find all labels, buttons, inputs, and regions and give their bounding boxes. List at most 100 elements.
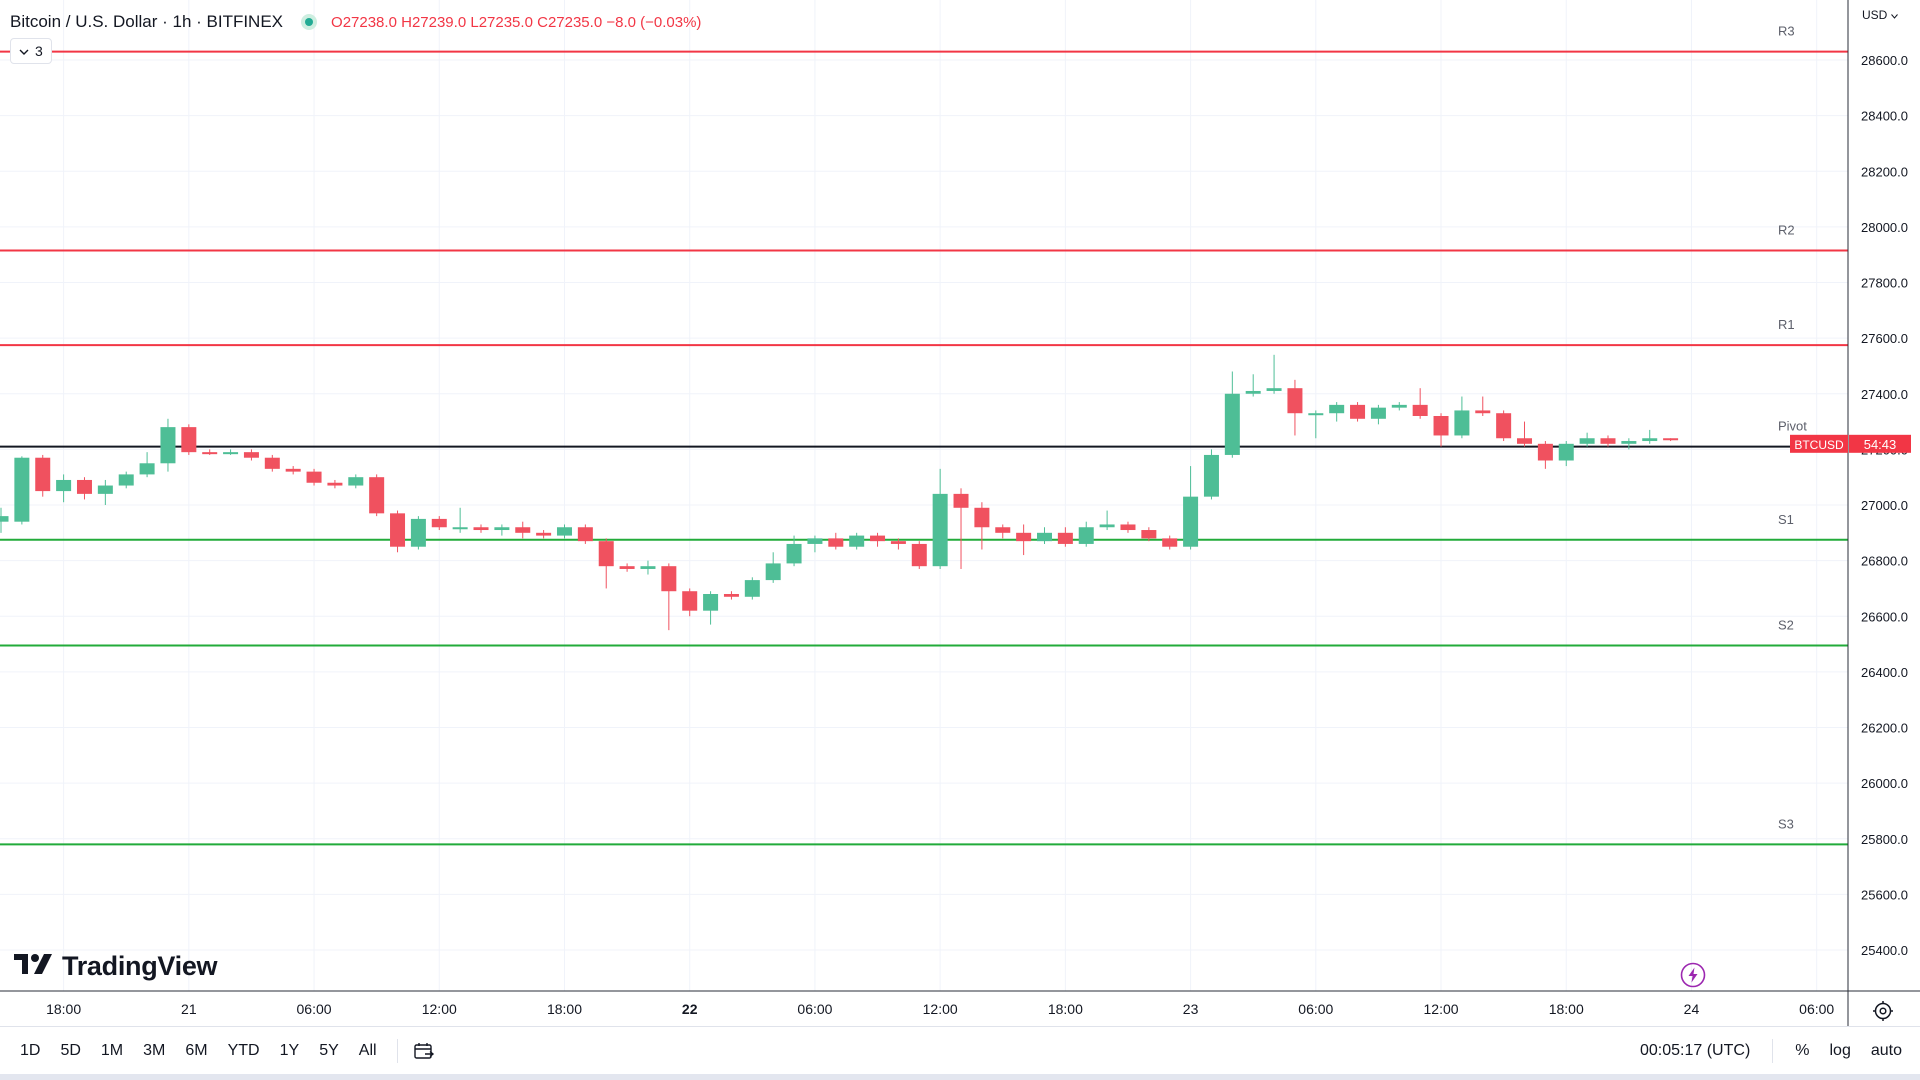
candle-body [515, 527, 531, 533]
utc-clock[interactable]: 00:05:17 (UTC) [1640, 1042, 1751, 1059]
price-tick-label: 27000.0 [1861, 498, 1908, 513]
price-tick-label: 27400.0 [1861, 387, 1908, 402]
log-scale-toggle[interactable]: log [1829, 1042, 1851, 1059]
level-label-pivot: Pivot [1778, 419, 1807, 434]
time-tick-label: 18:00 [46, 1001, 81, 1017]
candle-body [97, 485, 113, 494]
candle [786, 535, 802, 567]
candle [56, 474, 72, 503]
candle-body [76, 479, 92, 494]
candle-body [536, 532, 552, 536]
candle-body [56, 479, 72, 492]
candle [1475, 396, 1491, 416]
candle-body [828, 538, 844, 547]
candle-body [1120, 524, 1136, 531]
time-tick-label: 18:00 [1549, 1001, 1584, 1017]
candle [1287, 379, 1303, 436]
time-tick-label: 22 [682, 1001, 698, 1017]
candle-body [1370, 407, 1386, 419]
lightning-icon[interactable] [1680, 962, 1706, 988]
time-tick-label: 12:00 [1424, 1001, 1459, 1017]
candle [1370, 404, 1386, 425]
candle [1016, 524, 1032, 556]
tradingview-logo[interactable]: TradingView [14, 948, 218, 984]
timeframe-button-6m[interactable]: 6M [185, 1042, 208, 1059]
timeframe-button-5d[interactable]: 5D [60, 1042, 81, 1059]
auto-scale-toggle[interactable]: auto [1870, 1042, 1902, 1059]
candle [1078, 521, 1094, 547]
price-tick-label: 26200.0 [1861, 721, 1908, 736]
candle [306, 468, 322, 486]
candle-body [1537, 443, 1553, 461]
candle [974, 502, 990, 550]
timeframe-button-5y[interactable]: 5Y [319, 1042, 339, 1059]
candle [640, 560, 656, 575]
candle-body [1266, 388, 1282, 391]
candle-body [1412, 404, 1428, 416]
symbol-legend[interactable]: Bitcoin / U.S. Dollar · 1h · BITFINEX O2… [10, 10, 709, 34]
price-tick-label: 27800.0 [1861, 276, 1908, 291]
candle [1203, 449, 1219, 500]
candle [1329, 402, 1345, 422]
candle [1057, 527, 1073, 547]
candle-body [1141, 530, 1157, 539]
timeframe-button-1m[interactable]: 1M [100, 1042, 124, 1059]
candle-body [1475, 410, 1491, 414]
candle [431, 516, 447, 531]
candle [76, 477, 92, 500]
candle-body [452, 527, 468, 530]
candle-body [431, 518, 447, 528]
candle [452, 507, 468, 533]
percent-scale-toggle[interactable]: % [1795, 1042, 1810, 1059]
chart-grid [0, 0, 1848, 991]
price-tick-label: 28000.0 [1861, 220, 1908, 235]
candle-body [1078, 527, 1094, 544]
timeframe-button-1d[interactable]: 1D [20, 1042, 41, 1059]
currency-selector[interactable]: USD [1862, 8, 1898, 22]
window-bottom-edge [0, 1074, 1920, 1080]
symbol-title[interactable]: Bitcoin / U.S. Dollar · 1h · BITFINEX [10, 12, 284, 31]
candle-body [1183, 496, 1199, 547]
price-tick-label: 26400.0 [1861, 665, 1908, 680]
candle-body [1621, 441, 1637, 444]
candle-body [890, 541, 906, 544]
candle [1350, 402, 1366, 422]
candle-body [0, 516, 9, 522]
ohlc-values: O27238.0 H27239.0 L27235.0 C27235.0 −8.0… [331, 13, 702, 31]
candle [35, 454, 51, 497]
candle-body [1663, 438, 1679, 441]
candle [619, 563, 635, 572]
level-label-r1: R1 [1778, 317, 1795, 332]
candle-body [14, 457, 30, 522]
bottom-toolbar: 1D 5D 1M 3M 6M YTD 1Y 5Y All 00:05:17 (UTC) % lo… [0, 1026, 1920, 1075]
candle-body [556, 527, 572, 536]
candle [1412, 388, 1428, 419]
candle [515, 521, 531, 539]
candle-body [202, 452, 218, 455]
price-tick-label: 26000.0 [1861, 776, 1908, 791]
candle-body [139, 463, 155, 475]
candle [223, 449, 239, 455]
level-label-s1: S1 [1778, 512, 1794, 527]
indicators-toggle-button[interactable]: 3 [10, 38, 52, 64]
timeframe-button-1y[interactable]: 1Y [279, 1042, 300, 1059]
candle-body [1224, 393, 1240, 455]
candle [1600, 435, 1616, 447]
toolbar-divider [1772, 1039, 1774, 1063]
indicator-count: 3 [35, 43, 43, 59]
timeframe-button-3m[interactable]: 3M [143, 1042, 166, 1059]
candle-body [243, 452, 259, 458]
candle-body [577, 527, 593, 542]
candle [828, 532, 844, 550]
calendar-range-icon[interactable] [408, 1035, 440, 1067]
candle [1558, 441, 1574, 467]
candle [598, 538, 614, 589]
timeframe-button-all[interactable]: All [358, 1042, 377, 1059]
settings-gear-icon[interactable] [1870, 998, 1896, 1024]
candle-body [765, 563, 781, 581]
timeframe-button-ytd[interactable]: YTD [227, 1042, 260, 1059]
candle-body [1016, 532, 1032, 542]
candle [661, 563, 677, 631]
candle [1141, 527, 1157, 542]
